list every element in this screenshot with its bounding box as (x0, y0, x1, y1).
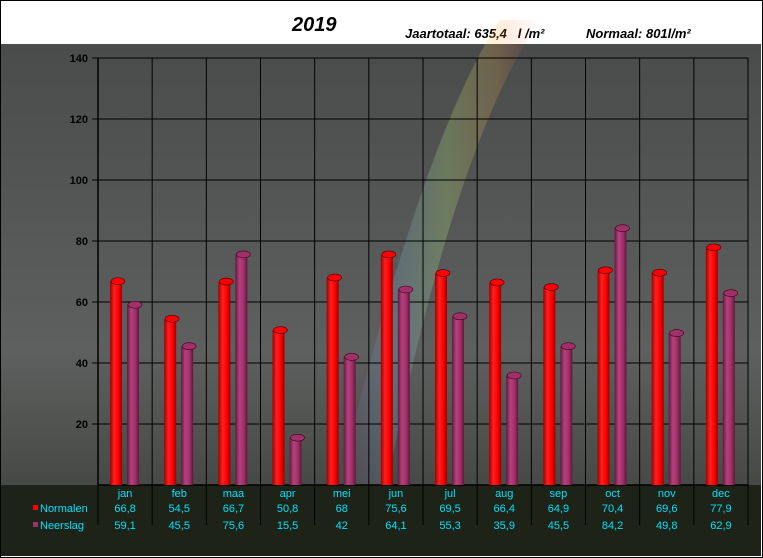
data-label: 59,1 (114, 520, 135, 532)
bar-normalen-dec (705, 243, 722, 485)
data-label: 62,9 (710, 520, 731, 532)
data-label: 54,5 (169, 503, 190, 515)
x-tick-label: jan (117, 488, 133, 500)
x-tick-label: dec (712, 488, 730, 500)
y-tick-label: 100 (70, 175, 88, 187)
bar-neerslag-dec (722, 289, 739, 485)
bar-normalen-jan (110, 277, 126, 485)
data-label: 45,5 (169, 520, 190, 532)
data-label: 75,6 (385, 503, 406, 515)
data-label: 64,1 (385, 520, 406, 532)
bar-neerslag-sep (560, 342, 576, 485)
bar-normalen-oct (597, 266, 613, 485)
bar-neerslag-aug (506, 371, 522, 485)
y-tick-label: 80 (76, 236, 88, 248)
bar-normalen-aug (489, 278, 505, 485)
bar-normalen-nov (651, 268, 667, 485)
chart-title: 2019 (292, 14, 337, 36)
y-tick-label: 140 (70, 53, 88, 65)
data-label: 50,8 (277, 503, 298, 515)
x-tick-label: jul (444, 488, 456, 500)
data-label: 45,5 (548, 520, 569, 532)
x-tick-label: jun (388, 488, 404, 500)
y-tick-label: 20 (76, 419, 88, 431)
x-tick-label: apr (280, 488, 296, 500)
y-tick-label: 40 (76, 358, 88, 370)
legend-swatch (33, 505, 38, 510)
data-label: 69,6 (656, 503, 677, 515)
data-label: 70,4 (602, 503, 623, 515)
data-label: 69,5 (439, 503, 460, 515)
bar-normalen-feb (164, 314, 180, 485)
data-label: 66,7 (223, 503, 244, 515)
data-label: 75,6 (223, 520, 244, 532)
normal-total: Normaal: 801l/m² (586, 26, 691, 41)
bar-normalen-apr (272, 326, 288, 485)
bar-normalen-sep (543, 283, 559, 485)
data-label: 84,2 (602, 520, 623, 532)
data-label: 55,3 (439, 520, 460, 532)
data-label: 15,5 (277, 520, 298, 532)
y-tick-label: 60 (76, 297, 88, 309)
legend-swatch (33, 522, 38, 527)
data-label: 49,8 (656, 520, 677, 532)
x-tick-label: mei (333, 488, 351, 500)
bar-neerslag-jan (127, 300, 143, 485)
bars (110, 224, 739, 485)
data-label: 77,9 (710, 503, 731, 515)
bar-neerslag-oct (614, 224, 630, 485)
bar-normalen-jun (380, 250, 397, 485)
data-label: 68 (336, 503, 348, 515)
x-tick-label: maa (223, 488, 245, 500)
legend-neerslag: Neerslag (40, 520, 84, 532)
y-tick-label: 120 (70, 114, 88, 126)
x-tick-label: aug (495, 488, 513, 500)
bar-neerslag-maa (235, 250, 251, 485)
x-tick-label: sep (550, 488, 568, 500)
data-label: 64,9 (548, 503, 569, 515)
data-table: jan feb maa apr mei jun jul aug sep oct nov dec Norm… (33, 488, 732, 532)
data-label: 35,9 (494, 520, 515, 532)
grid-lines (97, 57, 749, 525)
x-tick-label: oct (605, 488, 620, 500)
x-tick-label: feb (172, 488, 187, 500)
data-label: 42 (336, 520, 348, 532)
bar-normalen-jul (435, 269, 451, 485)
bar-neerslag-mei (343, 353, 359, 485)
year-total-label: Jaartotaal: (405, 26, 471, 41)
legend-normalen: Normalen (40, 503, 88, 515)
bar-neerslag-nov (668, 329, 684, 485)
bar-neerslag-jul (452, 312, 468, 485)
bar-neerslag-apr (289, 433, 305, 485)
y-axis: 140 120 100 80 60 40 20 (70, 53, 748, 486)
bar-normalen-maa (218, 277, 234, 485)
bar-neerslag-feb (181, 342, 197, 485)
bar-neerslag-jun (397, 285, 414, 485)
data-label: 66,4 (494, 503, 515, 515)
data-label: 66,8 (114, 503, 135, 515)
x-tick-label: nov (658, 488, 676, 500)
bar-normalen-mei (326, 273, 342, 485)
